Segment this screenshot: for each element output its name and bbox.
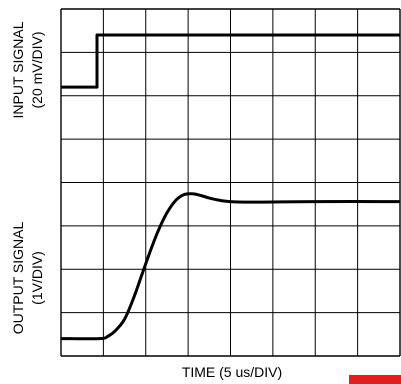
y-label-input-title: INPUT SIGNAL — [10, 21, 26, 118]
graticule-grid — [60, 8, 401, 357]
x-axis-label: TIME (5 us/DIV) — [182, 364, 282, 380]
y-label-input-scale: (20 mV/DIV) — [29, 31, 45, 108]
output-signal-trace — [60, 192, 401, 341]
y-label-output-scale: (1V/DIV) — [29, 251, 45, 305]
signal-traces — [60, 33, 401, 341]
input-signal-trace — [61, 33, 400, 89]
red-marker — [349, 375, 401, 384]
y-label-output-title: OUTPUT SIGNAL — [10, 222, 26, 335]
